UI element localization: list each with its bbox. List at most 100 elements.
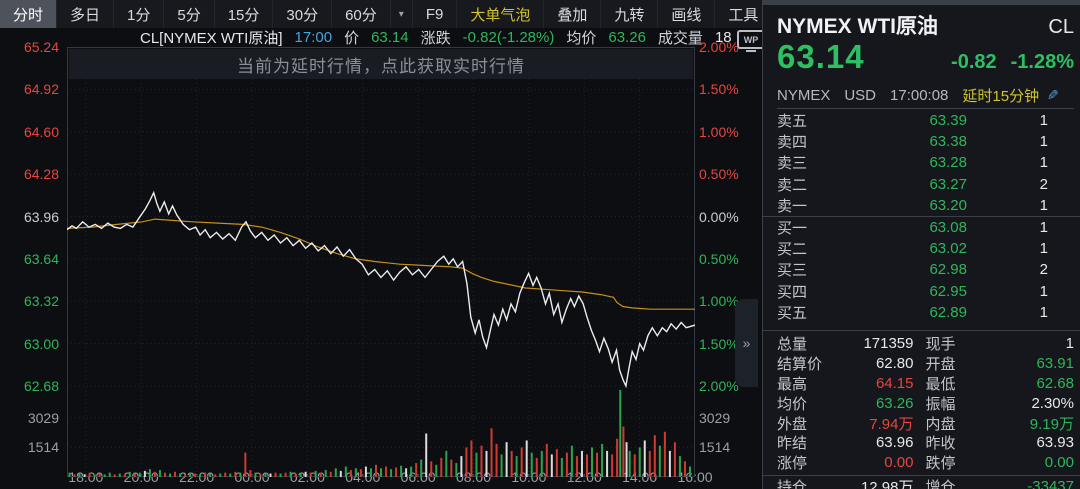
tab-5min[interactable]: 5分 xyxy=(164,0,215,28)
stat-value: 171359 xyxy=(863,335,914,353)
price-label: 价 xyxy=(344,30,360,47)
bid-row-2[interactable]: 买二 63.02 1 xyxy=(763,238,1080,259)
tab-multi-day[interactable]: 多日 xyxy=(57,0,115,28)
price-tick: 64.60 xyxy=(23,123,59,140)
stat-total-volume: 总量 171359 xyxy=(777,333,926,354)
big-order-bubble-button[interactable]: 大单气泡 xyxy=(457,0,545,28)
percent-tick: 0.50% xyxy=(699,250,739,267)
tab-60min[interactable]: 60分 xyxy=(332,0,391,28)
ask-price: 63.38 xyxy=(929,133,967,151)
stat-value: 0.00 xyxy=(884,454,914,472)
bid-label: 买四 xyxy=(777,283,808,301)
percent-tick: 0.50% xyxy=(699,166,739,183)
stat-value: 62.68 xyxy=(1036,375,1074,392)
bid-qty: 2 xyxy=(1039,261,1048,279)
chart-canvas xyxy=(66,46,696,477)
volume-tick: 3029 xyxy=(699,409,731,426)
quote-timestamp: 17:00:08 xyxy=(890,86,949,104)
ask-row-1[interactable]: 卖一 63.20 1 xyxy=(763,195,1080,216)
price-tick: 63.00 xyxy=(23,335,59,352)
change-value: -0.82(-1.28%) xyxy=(462,29,555,46)
bid-qty: 1 xyxy=(1039,240,1048,258)
stats-row: 外盘 7.94万 内盘 9.19万 xyxy=(763,413,1080,433)
volume-tick: 3029 xyxy=(27,409,59,426)
stats-row: 涨停 0.00 跌停 0.00 xyxy=(763,453,1080,473)
price-change: -0.82 xyxy=(951,51,997,73)
interval-tabs: 分时 多日 1分 5分 15分 30分 60分 xyxy=(0,0,391,28)
price-value: 63.14 xyxy=(371,29,409,46)
ask-qty: 1 xyxy=(1039,112,1048,130)
intraday-chart[interactable]: 当前为延时行情，点此获取实时行情 xyxy=(66,46,696,477)
stats-row: 总量 171359 现手 1 xyxy=(763,334,1080,354)
stat-label: 最低 xyxy=(925,376,956,393)
stat-label: 涨停 xyxy=(777,455,808,473)
interval-dropdown-caret-icon[interactable]: ▾ xyxy=(391,0,413,28)
percent-tick: 2.00% xyxy=(699,39,739,55)
avg-label: 均价 xyxy=(566,30,597,47)
ask-price: 63.27 xyxy=(929,175,967,193)
nine-turn-button[interactable]: 九转 xyxy=(601,0,659,28)
bid-price: 62.98 xyxy=(929,261,967,279)
bid-row-4[interactable]: 买四 62.95 1 xyxy=(763,281,1080,302)
delayed-quote-notice[interactable]: 当前为延时行情，点此获取实时行情 xyxy=(69,49,693,79)
time-tick: 18:00 xyxy=(68,469,104,485)
panel-collapse-handle[interactable]: » xyxy=(735,299,758,387)
price-tick: 62.68 xyxy=(23,378,59,394)
edit-pencil-icon[interactable]: ✎ xyxy=(1047,86,1059,103)
stat-avg-price: 均价 63.26 xyxy=(777,393,926,414)
draw-line-button[interactable]: 画线 xyxy=(658,0,716,28)
bid-qty: 1 xyxy=(1039,303,1048,321)
percent-tick: 0.00% xyxy=(699,208,739,225)
stat-amplitude: 振幅 2.30% xyxy=(926,393,1075,414)
delay-badge: 延时15分钟 xyxy=(962,87,1040,105)
f9-button[interactable]: F9 xyxy=(413,0,458,28)
ask-qty: 1 xyxy=(1039,133,1048,151)
stat-label: 振幅 xyxy=(925,395,956,413)
tab-time-share[interactable]: 分时 xyxy=(0,0,58,28)
ask-label: 卖五 xyxy=(777,113,808,131)
stat-label: 最高 xyxy=(777,376,808,393)
ask-row-3[interactable]: 卖三 63.28 1 xyxy=(763,152,1080,173)
percent-axis-right: 2.00% 1.50% 1.00% 0.50% 0.00% 0.50% 1.00% 1.50%… xyxy=(699,39,759,477)
bid-price: 63.08 xyxy=(929,219,967,237)
bid-row-1[interactable]: 买一 63.08 1 xyxy=(763,215,1080,238)
tab-15min[interactable]: 15分 xyxy=(215,0,274,28)
stat-label: 现手 xyxy=(925,336,956,354)
bid-label: 买一 xyxy=(777,220,808,238)
ask-price: 63.20 xyxy=(929,196,967,214)
stats-row: 昨结 63.96 昨收 63.93 xyxy=(763,433,1080,453)
volume-label: 成交量 xyxy=(657,30,703,47)
bid-row-3[interactable]: 买三 62.98 2 xyxy=(763,259,1080,280)
ask-qty: 2 xyxy=(1039,175,1048,193)
time-tick: 16:00 xyxy=(677,469,713,485)
ask-row-5[interactable]: 卖五 63.39 1 xyxy=(763,110,1080,131)
tab-1min[interactable]: 1分 xyxy=(114,0,165,28)
stat-value: 1 xyxy=(1065,335,1074,353)
tab-30min[interactable]: 30分 xyxy=(273,0,333,28)
price-axis-left: 65.24 64.92 64.60 64.28 63.96 63.64 63.32 63.00… xyxy=(0,39,61,477)
stat-outer-volume: 外盘 7.94万 xyxy=(777,413,926,434)
stats-row: 最高 64.15 最低 62.68 xyxy=(763,374,1080,394)
stat-value: 64.15 xyxy=(875,375,914,392)
bid-row-5[interactable]: 买五 62.89 1 xyxy=(763,302,1080,323)
stat-inner-volume: 内盘 9.19万 xyxy=(926,413,1075,434)
ask-label: 卖四 xyxy=(777,134,808,152)
bid-qty: 1 xyxy=(1039,219,1048,237)
quote-info-row: NYMEX USD 17:00:08 延时15分钟 ✎ xyxy=(777,82,1074,109)
price-tick: 64.28 xyxy=(23,166,59,183)
overlay-button[interactable]: 叠加 xyxy=(544,0,602,28)
stats-row: 结算价 62.80 开盘 63.91 xyxy=(763,354,1080,374)
stat-prev-settle: 昨结 63.96 xyxy=(777,432,926,453)
stat-value: 63.96 xyxy=(875,434,914,452)
percent-tick: 1.50% xyxy=(699,335,739,352)
price-tick: 65.24 xyxy=(23,39,59,55)
ask-row-4[interactable]: 卖四 63.38 1 xyxy=(763,131,1080,152)
instrument-title: CL[NYMEX WTI原油] xyxy=(140,30,283,47)
bid-price: 62.95 xyxy=(929,282,967,300)
stats-grid: 总量 171359 现手 1 结算价 62.80 开盘 63.91 最高 64.15 最低 62.68… xyxy=(763,330,1080,489)
stat-label: 昨结 xyxy=(777,435,808,453)
percent-tick: 2.00% xyxy=(699,378,739,394)
bid-label: 买三 xyxy=(777,262,808,280)
ask-row-2[interactable]: 卖二 63.27 2 xyxy=(763,174,1080,195)
